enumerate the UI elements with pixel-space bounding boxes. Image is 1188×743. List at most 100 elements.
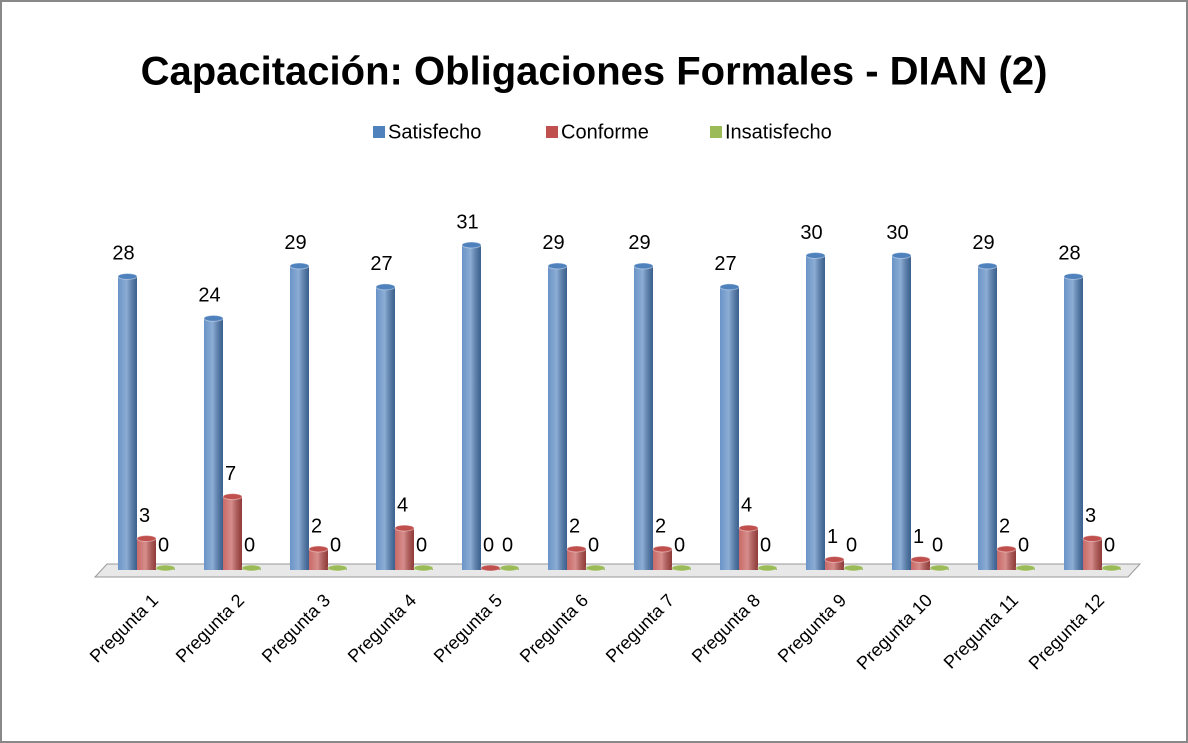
bar-shade [997, 549, 1016, 570]
data-label: 2 [569, 515, 580, 537]
data-label: 0 [674, 534, 685, 556]
bar-top [394, 524, 415, 532]
bar-shade [739, 528, 758, 570]
bar [738, 524, 759, 570]
bar-top [499, 564, 520, 572]
bar [671, 564, 692, 572]
data-label: 2 [999, 515, 1010, 537]
bar-top [738, 524, 759, 532]
bar [824, 556, 845, 570]
bar-top [327, 564, 348, 572]
bar [996, 545, 1017, 570]
bar [480, 564, 501, 572]
bar-top [241, 564, 262, 572]
data-label: 0 [158, 534, 169, 556]
data-label: 2 [311, 515, 322, 537]
bar-shade [1064, 276, 1083, 570]
chart-title: Capacitación: Obligaciones Formales - DI… [141, 50, 1048, 94]
bar [327, 564, 348, 572]
data-label: 1 [827, 526, 838, 548]
data-label: 0 [932, 534, 943, 556]
data-label: 28 [1058, 243, 1080, 265]
bar-top [671, 564, 692, 572]
bar [843, 564, 864, 572]
bar-top [633, 262, 654, 270]
bar [652, 545, 673, 570]
legend-swatch [546, 126, 558, 138]
bar [136, 535, 157, 570]
data-label: 0 [760, 534, 771, 556]
bar-top [891, 251, 912, 259]
legend-label: Conforme [561, 121, 649, 143]
bar [566, 545, 587, 570]
data-label: 24 [198, 285, 220, 307]
bar [719, 283, 740, 570]
bar-top [547, 262, 568, 270]
bar [117, 272, 138, 570]
bar [413, 564, 434, 572]
data-label: 30 [800, 222, 822, 244]
bar-top [1101, 564, 1122, 572]
data-label: 31 [456, 211, 478, 233]
bar-shade [376, 286, 395, 570]
bar-shade [118, 276, 137, 570]
bar-top [222, 493, 243, 501]
bar [1082, 535, 1103, 570]
bar-top [375, 283, 396, 291]
bar-top [585, 564, 606, 572]
bar-top [566, 545, 587, 553]
bar-shade [223, 496, 242, 570]
bar-top [117, 272, 138, 280]
bar-shade [462, 245, 481, 570]
bar [977, 262, 998, 570]
data-label: 4 [741, 494, 752, 516]
data-label: 0 [483, 534, 494, 556]
bar-shade [825, 559, 844, 570]
bar-shade [137, 538, 156, 570]
bar-top [929, 564, 950, 572]
bar [633, 262, 654, 570]
bar [222, 493, 243, 570]
bar [891, 251, 912, 570]
bar-top [289, 262, 310, 270]
bar-top [996, 545, 1017, 553]
legend-label: Satisfecho [388, 121, 481, 143]
bar [910, 556, 931, 570]
bar [155, 564, 176, 572]
bar-shade [806, 255, 825, 570]
bar [375, 283, 396, 570]
bar [461, 241, 482, 570]
data-label: 27 [370, 253, 392, 275]
data-label: 29 [542, 232, 564, 254]
bar-shade [720, 286, 739, 570]
data-label: 0 [416, 534, 427, 556]
bar-shade [911, 559, 930, 570]
bar [203, 314, 224, 570]
bar-shade [395, 528, 414, 570]
bar-top [203, 314, 224, 322]
bar-shade [978, 265, 997, 570]
data-label: 0 [846, 534, 857, 556]
data-label: 0 [588, 534, 599, 556]
data-label: 0 [1104, 534, 1115, 556]
data-label: 27 [714, 253, 736, 275]
data-label: 3 [139, 505, 150, 527]
bar-top [480, 564, 501, 572]
bar [289, 262, 310, 570]
bar-top [757, 564, 778, 572]
bar-shade [567, 549, 586, 570]
bar-top [652, 545, 673, 553]
bar [1015, 564, 1036, 572]
bar [805, 251, 826, 570]
bar-top [1082, 535, 1103, 543]
bar-shade [309, 549, 328, 570]
data-label: 0 [330, 534, 341, 556]
bar-top [136, 535, 157, 543]
bar-top [824, 556, 845, 564]
bar [499, 564, 520, 572]
bar-top [308, 545, 329, 553]
bar-shade [634, 265, 653, 570]
bar [547, 262, 568, 570]
legend-label: Insatisfecho [725, 121, 832, 143]
